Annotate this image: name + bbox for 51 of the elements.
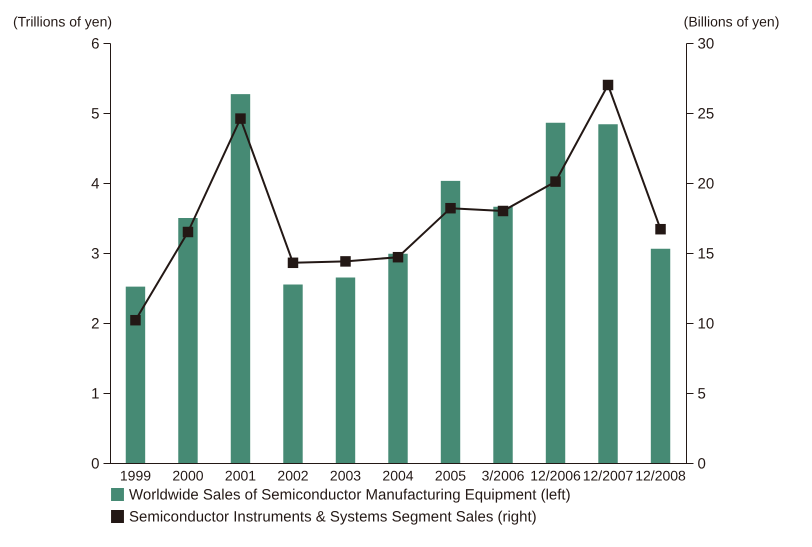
y-tick-label: 6 xyxy=(91,36,100,52)
y-tick-label: 0 xyxy=(91,456,100,472)
x-tick-label: 12/2008 xyxy=(635,468,686,484)
bar xyxy=(598,124,618,463)
y2-tick-label: 5 xyxy=(698,386,706,402)
point xyxy=(550,176,561,187)
point xyxy=(340,256,351,267)
point xyxy=(445,202,456,214)
bar xyxy=(493,206,513,463)
point xyxy=(130,314,141,326)
y-tick-label: 1 xyxy=(91,386,100,402)
point xyxy=(392,252,404,262)
x-tick-label: 2001 xyxy=(224,468,256,484)
y2-tick-label: 30 xyxy=(698,36,714,52)
y2-axis-title: (Billions of yen) xyxy=(684,14,780,30)
bar xyxy=(283,284,303,463)
bar xyxy=(336,278,356,463)
y-tick-label: 3 xyxy=(91,246,100,262)
y2-tick-label: 0 xyxy=(698,456,706,472)
x-tick-label: 2005 xyxy=(434,468,466,484)
point xyxy=(182,226,194,238)
x-tick-label: 12/2006 xyxy=(530,468,582,484)
y2-tick-label: 25 xyxy=(698,106,714,122)
y-axis-title: (Trillions of yen) xyxy=(12,14,112,30)
y2-tick-label: 15 xyxy=(698,246,714,262)
point xyxy=(602,80,614,90)
point xyxy=(235,113,246,124)
x-tick-label: 1999 xyxy=(120,468,152,484)
bar xyxy=(178,218,198,463)
bar xyxy=(546,122,566,463)
y2-tick-label: 10 xyxy=(698,316,714,332)
x-tick-label: 2004 xyxy=(382,468,414,484)
x-tick-label: 2002 xyxy=(277,468,309,484)
y-tick-label: 2 xyxy=(91,316,100,332)
y2-tick-label: 20 xyxy=(698,176,714,192)
bar xyxy=(650,248,670,463)
x-tick-label: 2003 xyxy=(330,468,362,484)
bar xyxy=(388,254,408,463)
bar xyxy=(126,286,146,463)
point xyxy=(288,258,298,268)
y-tick-label: 5 xyxy=(91,106,100,122)
point xyxy=(655,224,666,234)
bar xyxy=(230,94,250,463)
bar xyxy=(440,180,460,463)
legend-label: Semiconductor Instruments & Systems Segment Sales (right) xyxy=(129,508,537,526)
point xyxy=(498,206,508,216)
x-tick-label: 2000 xyxy=(172,468,204,484)
x-tick-label: 12/2007 xyxy=(582,468,634,484)
x-tick-label: 3/2006 xyxy=(482,468,525,484)
legend-label: Worldwide Sales of Semiconductor Manufacturing Equipment (left) xyxy=(129,486,571,504)
y-tick-label: 4 xyxy=(91,176,100,192)
